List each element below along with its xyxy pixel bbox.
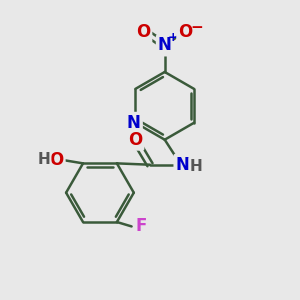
Text: O: O	[136, 23, 150, 41]
Text: H: H	[190, 159, 203, 174]
Text: H: H	[38, 152, 50, 167]
Text: N: N	[127, 114, 141, 132]
Text: F: F	[135, 218, 147, 236]
Text: O: O	[178, 23, 193, 41]
Text: +: +	[168, 31, 178, 44]
Text: −: −	[191, 20, 203, 35]
Text: N: N	[158, 37, 172, 55]
Text: O: O	[128, 131, 142, 149]
Text: N: N	[176, 156, 189, 174]
Text: O: O	[50, 152, 64, 169]
